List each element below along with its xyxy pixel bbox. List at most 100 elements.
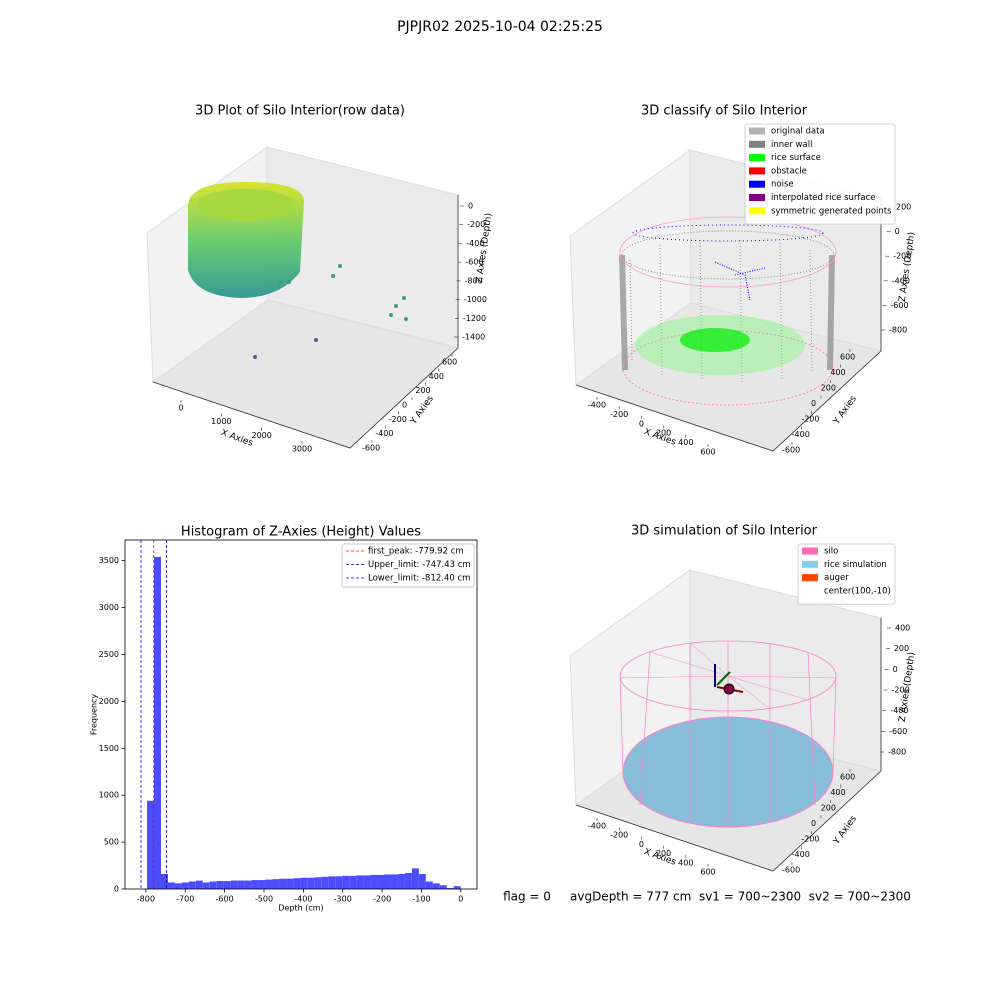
legend-label: auger xyxy=(824,573,849,583)
y-tick-label: 600 xyxy=(840,353,855,362)
z-tick-label: 200 xyxy=(896,203,911,212)
bar xyxy=(377,874,384,889)
legend-swatch xyxy=(802,560,818,568)
bar xyxy=(258,880,266,889)
bar xyxy=(411,868,419,889)
x-tick-label: 200 xyxy=(656,429,671,438)
legend-label: Upper_limit: -747.43 cm xyxy=(368,560,471,570)
y-tick-label: 200 xyxy=(415,386,430,395)
x-tick-label: -200 xyxy=(373,895,391,904)
legend-label: interpolated rice surface xyxy=(771,193,876,203)
bar xyxy=(293,878,301,889)
y-tick-label: 3500 xyxy=(99,556,119,565)
bar xyxy=(230,880,238,889)
footer-text: flag = 0 avgDepth = 777 cm sv1 = 700~230… xyxy=(503,890,911,904)
y-tick-label: 500 xyxy=(104,838,119,847)
bar xyxy=(154,556,161,889)
x-axis-label: Depth (cm) xyxy=(278,904,323,913)
outliers xyxy=(253,264,408,359)
point-cloud-top xyxy=(196,189,296,221)
x-tick-label: -100 xyxy=(412,895,430,904)
x-tick-label: 400 xyxy=(678,858,693,867)
legend-box xyxy=(797,543,896,605)
x-tick-label: 0 xyxy=(178,404,183,413)
bar xyxy=(370,874,378,889)
y-axis-label: Y Axies xyxy=(408,394,436,427)
y-tick-label: 400 xyxy=(429,372,444,381)
z-tick-label: -1400 xyxy=(462,333,485,342)
z-tick-label: -600 xyxy=(889,727,907,736)
bar xyxy=(181,882,189,889)
legend-label: rice simulation xyxy=(824,560,887,570)
bar xyxy=(202,882,210,889)
y-tick-label: 2500 xyxy=(99,650,119,659)
y-tick-label: -400 xyxy=(792,850,810,859)
bar xyxy=(404,873,412,889)
y-tick-label: -400 xyxy=(375,429,393,438)
z-axis-label: Z Axies (Depth) xyxy=(898,231,918,302)
x-tick-label: -200 xyxy=(610,410,628,419)
legend-label: first_peak: -779.92 cm xyxy=(368,547,464,557)
x-tick-label: 1000 xyxy=(211,417,231,426)
x-tick-label: 2000 xyxy=(251,431,271,440)
legend-swatch xyxy=(749,194,765,201)
axes-panes xyxy=(146,146,460,449)
y-axis-label: Y Axies xyxy=(831,394,859,427)
legend-label: center(100,-10) xyxy=(824,586,891,596)
legend-label: Lower_limit: -812.40 cm xyxy=(368,574,470,584)
y-axis-label: Y Axies xyxy=(831,814,859,847)
z-tick-label: -600 xyxy=(465,258,483,267)
bar xyxy=(314,877,322,889)
bar xyxy=(251,880,259,889)
y-tick-label: -200 xyxy=(801,415,819,424)
figure-title: PJPJR02 2025-10-04 02:25:25 xyxy=(397,19,603,35)
z-tick-label: 0 xyxy=(895,227,900,236)
bar xyxy=(335,876,343,889)
bar xyxy=(147,800,155,889)
y-tick-label: 200 xyxy=(821,804,836,813)
y-tick-label: 400 xyxy=(830,368,845,377)
axis-line xyxy=(575,770,882,872)
bar xyxy=(328,876,336,889)
x-tick-label: 600 xyxy=(700,868,715,877)
bar xyxy=(223,881,231,889)
legend-swatch xyxy=(749,207,765,215)
x-axis-label: X Axies xyxy=(219,428,254,449)
legend-box xyxy=(341,543,475,588)
bar xyxy=(356,875,364,889)
simulation xyxy=(619,640,837,828)
bar xyxy=(432,883,440,889)
bar xyxy=(286,878,294,889)
bar xyxy=(363,875,371,889)
bar xyxy=(195,880,203,889)
x-tick-label: 200 xyxy=(656,849,671,858)
bar xyxy=(160,873,168,889)
legend-label: obstacle xyxy=(771,166,807,176)
x-tick-label: 400 xyxy=(678,438,693,447)
y-tick-label: -200 xyxy=(801,835,819,844)
x-tick-label: -300 xyxy=(334,895,352,904)
legend-label: rice surface xyxy=(771,153,821,163)
bar xyxy=(383,874,391,889)
z-tick-label: -200 xyxy=(892,686,910,695)
x-tick-label: -400 xyxy=(588,822,606,831)
x-tick-label: 0 xyxy=(639,840,644,849)
legend-swatch xyxy=(802,574,818,582)
z-tick-label: -400 xyxy=(890,706,908,715)
y-tick-label: 600 xyxy=(442,358,457,367)
y-tick-label: -600 xyxy=(362,444,380,453)
bar xyxy=(349,875,357,889)
legend-swatch xyxy=(802,547,818,555)
y-tick-label: -400 xyxy=(792,430,810,439)
bar xyxy=(265,879,273,889)
legend-label: noise xyxy=(771,180,794,190)
bar xyxy=(272,879,280,889)
legend-swatch xyxy=(749,167,765,175)
z-tick-label: -400 xyxy=(892,276,910,285)
y-axis-label: Frequency xyxy=(90,694,99,736)
legend-swatch xyxy=(749,154,765,162)
x-tick-label: -400 xyxy=(294,895,312,904)
subplot-title: 3D Plot of Silo Interior(row data) xyxy=(195,104,405,119)
y-tick-label: 0 xyxy=(811,819,816,828)
